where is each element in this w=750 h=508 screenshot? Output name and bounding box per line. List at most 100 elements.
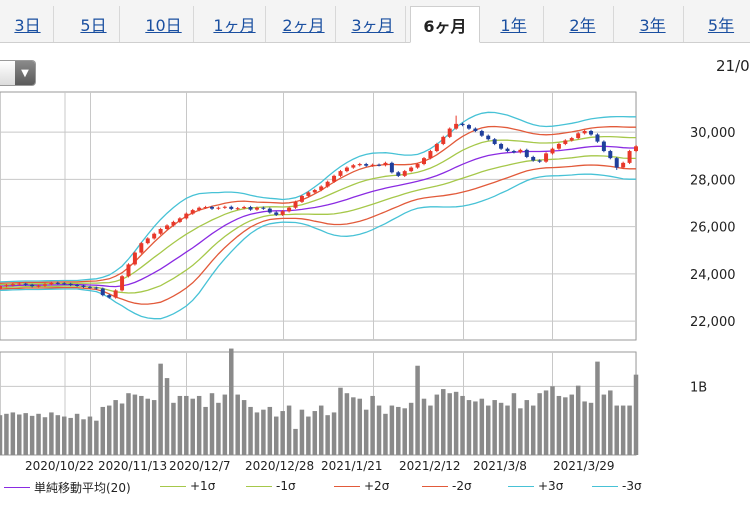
volume-bar — [267, 406, 273, 455]
volume-tick-label: 1B — [690, 380, 707, 395]
volume-bar — [357, 398, 363, 455]
tab-3-months[interactable]: 3ヶ月 — [340, 6, 406, 42]
volume-bar — [273, 416, 279, 455]
price-tick-label: 26,000 — [690, 221, 736, 236]
candle-body — [49, 282, 54, 285]
minus-1-sigma-line — [0, 155, 636, 294]
date-tick-label: 2021/3/8 — [473, 459, 527, 473]
volume-bar — [588, 402, 594, 455]
volume-bar — [633, 374, 639, 455]
chevron-down-icon: ▼ — [15, 61, 35, 85]
volume-bar — [196, 395, 202, 455]
volume-bar — [126, 393, 131, 455]
legend-item-minus-3-sigma: -3σ — [592, 479, 642, 493]
volume-bar — [537, 393, 542, 455]
date-tick-label: 2021/3/29 — [553, 459, 615, 473]
candle-body — [197, 207, 202, 211]
volume-bar — [614, 405, 619, 455]
legend-item-plus-2-sigma: +2σ — [334, 479, 389, 493]
volume-bar — [415, 365, 420, 455]
volume-bar — [261, 409, 266, 455]
chart-options-dropdown[interactable]: ▼ — [0, 60, 36, 86]
candle-body — [158, 228, 163, 234]
candle-body — [248, 207, 253, 210]
volume-bar — [17, 414, 22, 455]
candle-body — [511, 151, 516, 153]
tab-5-years[interactable]: 5年 — [707, 16, 735, 35]
tab-3-days[interactable]: 3日 — [2, 6, 54, 42]
tab-10-days[interactable]: 10日 — [134, 6, 194, 42]
legend-swatch-minus-1-sigma — [246, 485, 272, 487]
tab-2-years[interactable]: 2年 — [552, 6, 614, 42]
volume-bar — [325, 415, 330, 455]
tab-2-months[interactable]: 2ヶ月 — [272, 6, 336, 42]
candle-body — [113, 290, 118, 298]
candle-body — [203, 207, 208, 209]
volume-bar — [158, 363, 163, 455]
tab-6-months[interactable]: 6ヶ月 — [410, 6, 480, 43]
volume-bar — [100, 406, 106, 455]
candle-body — [556, 143, 561, 149]
tab-3-years[interactable]: 3年 — [622, 6, 684, 42]
legend-swatch-minus-2-sigma — [422, 485, 448, 487]
volume-bar — [190, 398, 195, 455]
candle-body — [582, 130, 587, 134]
candle-body — [441, 136, 446, 144]
date-tick-label: 2021/2/12 — [399, 459, 461, 473]
candle-body — [415, 164, 420, 168]
candle-body — [621, 162, 626, 168]
candle-body — [634, 146, 638, 152]
volume-bar — [132, 394, 138, 455]
volume-bar — [479, 398, 485, 455]
candle-body — [68, 283, 73, 285]
volume-bar — [94, 420, 99, 455]
legend-label-sma: 単純移動平均(20) — [34, 481, 131, 495]
legend-swatch-plus-2-sigma — [334, 485, 360, 487]
volume-bar — [550, 386, 555, 455]
volume-bar — [421, 398, 427, 455]
candle-body — [280, 211, 285, 215]
tab-1-month[interactable]: 1ヶ月 — [204, 6, 266, 42]
candle-body — [94, 287, 99, 289]
candle-body — [428, 151, 433, 159]
date-tick-label: 2020/12/28 — [245, 459, 314, 473]
price-tick-label: 28,000 — [690, 173, 736, 188]
volume-bar — [601, 394, 607, 455]
candle-body — [537, 160, 542, 162]
legend-swatch-plus-1-sigma — [160, 485, 186, 487]
volume-bar — [511, 393, 517, 455]
legend-label-plus-2-sigma: +2σ — [364, 479, 390, 493]
volume-bar — [4, 413, 9, 455]
candle-body — [177, 218, 182, 222]
volume-bar — [254, 412, 260, 455]
candle-body — [325, 181, 330, 187]
volume-bar — [209, 393, 215, 455]
candle-body — [287, 207, 292, 212]
tab-1-year[interactable]: 1年 — [484, 6, 544, 42]
candle-body — [595, 134, 600, 142]
volume-bar — [389, 405, 395, 455]
candle-body — [312, 190, 317, 193]
candle-body — [139, 243, 144, 253]
candle-body — [473, 128, 478, 131]
candle-body — [30, 284, 35, 287]
volume-bar — [351, 397, 356, 455]
minus-3-sigma-line — [0, 173, 636, 320]
candle-body — [569, 138, 574, 141]
volume-bar — [55, 415, 61, 455]
volume-bar — [556, 395, 562, 455]
volume-bar — [402, 408, 407, 455]
candle-body — [190, 210, 195, 214]
legend-item-plus-3-sigma: +3σ — [508, 479, 563, 493]
volume-bar — [203, 406, 208, 455]
candle-body — [544, 153, 549, 162]
volume-bar — [36, 413, 41, 455]
candle-body — [434, 143, 439, 152]
price-tick-label: 24,000 — [690, 268, 736, 283]
candle-body — [531, 156, 536, 161]
candle-body — [229, 206, 234, 209]
volume-bar — [434, 394, 440, 455]
tab-5-days[interactable]: 5日 — [68, 6, 120, 42]
volume-bar — [29, 415, 35, 455]
candle-body — [299, 195, 304, 202]
